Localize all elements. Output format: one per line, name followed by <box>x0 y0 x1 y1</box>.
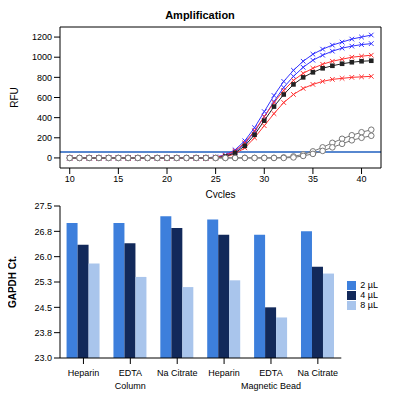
svg-text:40: 40 <box>357 174 367 184</box>
html-text:8 µL: 8 µL <box>360 300 378 311</box>
svg-text:600: 600 <box>37 93 52 103</box>
html-text:2 µL: 2 µL <box>360 279 378 290</box>
svg-text:Column: Column <box>115 381 146 391</box>
svg-text:800: 800 <box>37 73 52 83</box>
svg-text:EDTA: EDTA <box>119 368 142 378</box>
html-text:4 µL: 4 µL <box>360 289 378 300</box>
svg-text:35: 35 <box>308 174 318 184</box>
svg-text:Magnetic Bead: Magnetic Bead <box>241 381 301 391</box>
svg-text:Cycles: Cycles <box>205 189 235 198</box>
svg-text:0: 0 <box>47 153 52 163</box>
svg-text:20: 20 <box>162 174 172 184</box>
svg-text:10: 10 <box>65 174 75 184</box>
svg-text:RFU: RFU <box>9 87 20 108</box>
svg-text:200: 200 <box>37 133 52 143</box>
svg-text:Heparin: Heparin <box>208 368 240 378</box>
svg-text:25.3: 25.3 <box>34 277 52 287</box>
svg-text:26.0: 26.0 <box>34 252 52 262</box>
svg-text:1000: 1000 <box>32 52 52 62</box>
svg-text:23.8: 23.8 <box>34 328 52 338</box>
svg-text:30: 30 <box>259 174 269 184</box>
svg-text:15: 15 <box>113 174 123 184</box>
svg-text:27.5: 27.5 <box>34 201 52 211</box>
svg-text:400: 400 <box>37 113 52 123</box>
svg-text:25: 25 <box>211 174 221 184</box>
svg-text:GAPDH Ct.: GAPDH Ct. <box>8 256 18 308</box>
svg-text:Na Citrate: Na Citrate <box>157 368 198 378</box>
svg-text:23.0: 23.0 <box>34 353 52 363</box>
svg-text:EDTA: EDTA <box>259 368 282 378</box>
html-text:Amplification: Amplification <box>165 9 235 21</box>
svg-text:1200: 1200 <box>32 32 52 42</box>
svg-text:26.8: 26.8 <box>34 227 52 237</box>
svg-text:Heparin: Heparin <box>68 368 100 378</box>
svg-text:24.5: 24.5 <box>34 303 52 313</box>
svg-text:Na Citrate: Na Citrate <box>298 368 339 378</box>
